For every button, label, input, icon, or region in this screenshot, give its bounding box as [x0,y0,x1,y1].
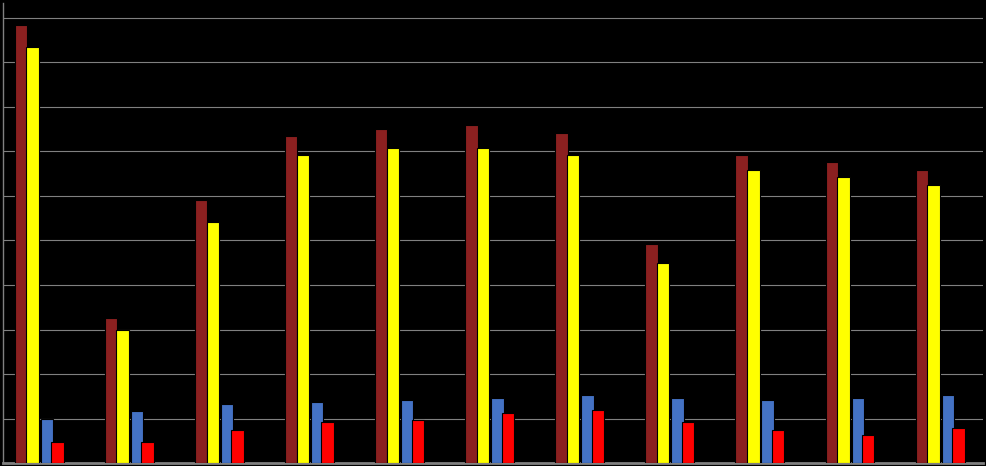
Bar [852,398,864,463]
Bar [221,404,234,463]
Bar [825,163,838,463]
Bar [645,244,658,463]
Bar [195,199,207,463]
Bar [592,410,604,463]
Bar [411,420,424,463]
Bar [837,177,850,463]
Bar [105,318,117,463]
Bar [285,137,298,463]
Bar [141,442,154,463]
Bar [736,155,747,463]
Bar [555,133,568,463]
Bar [27,48,38,463]
Bar [387,148,399,463]
Bar [581,395,594,463]
Bar [657,263,669,463]
Bar [465,125,477,463]
Bar [772,430,785,463]
Bar [375,129,387,463]
Bar [862,435,875,463]
Bar [567,155,580,463]
Bar [51,442,63,463]
Bar [321,422,334,463]
Bar [401,400,413,463]
Bar [15,25,27,463]
Bar [928,185,940,463]
Bar [671,398,683,463]
Bar [40,418,53,463]
Bar [502,413,514,463]
Bar [477,148,489,463]
Bar [491,398,504,463]
Bar [311,402,323,463]
Bar [116,329,129,463]
Bar [942,395,954,463]
Bar [131,411,143,463]
Bar [952,428,964,463]
Bar [682,422,694,463]
Bar [232,430,244,463]
Bar [207,222,219,463]
Bar [747,170,759,463]
Bar [916,170,928,463]
Bar [297,155,309,463]
Bar [761,400,774,463]
